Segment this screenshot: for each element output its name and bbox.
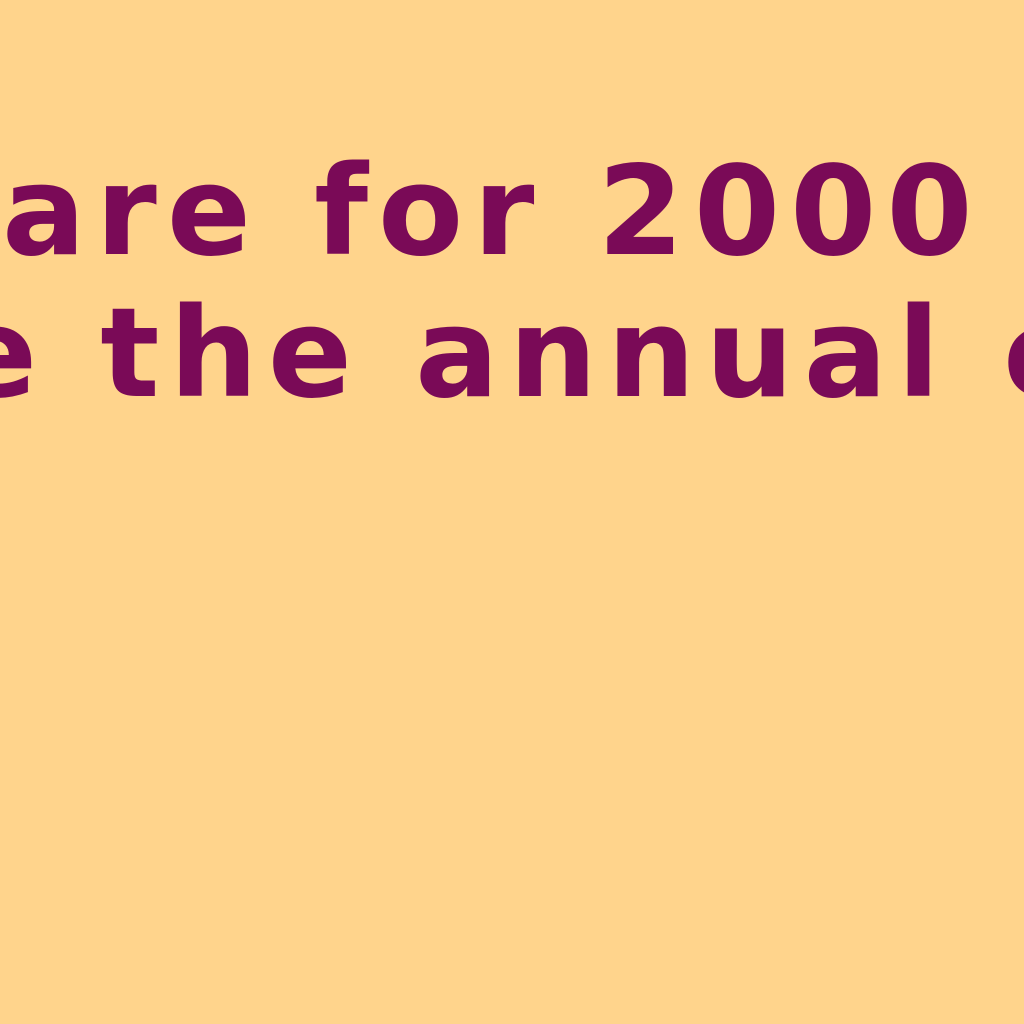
text-line-1: are for 2000 ep [2,140,1024,284]
text-line-2: e the annual chang [0,282,1024,426]
